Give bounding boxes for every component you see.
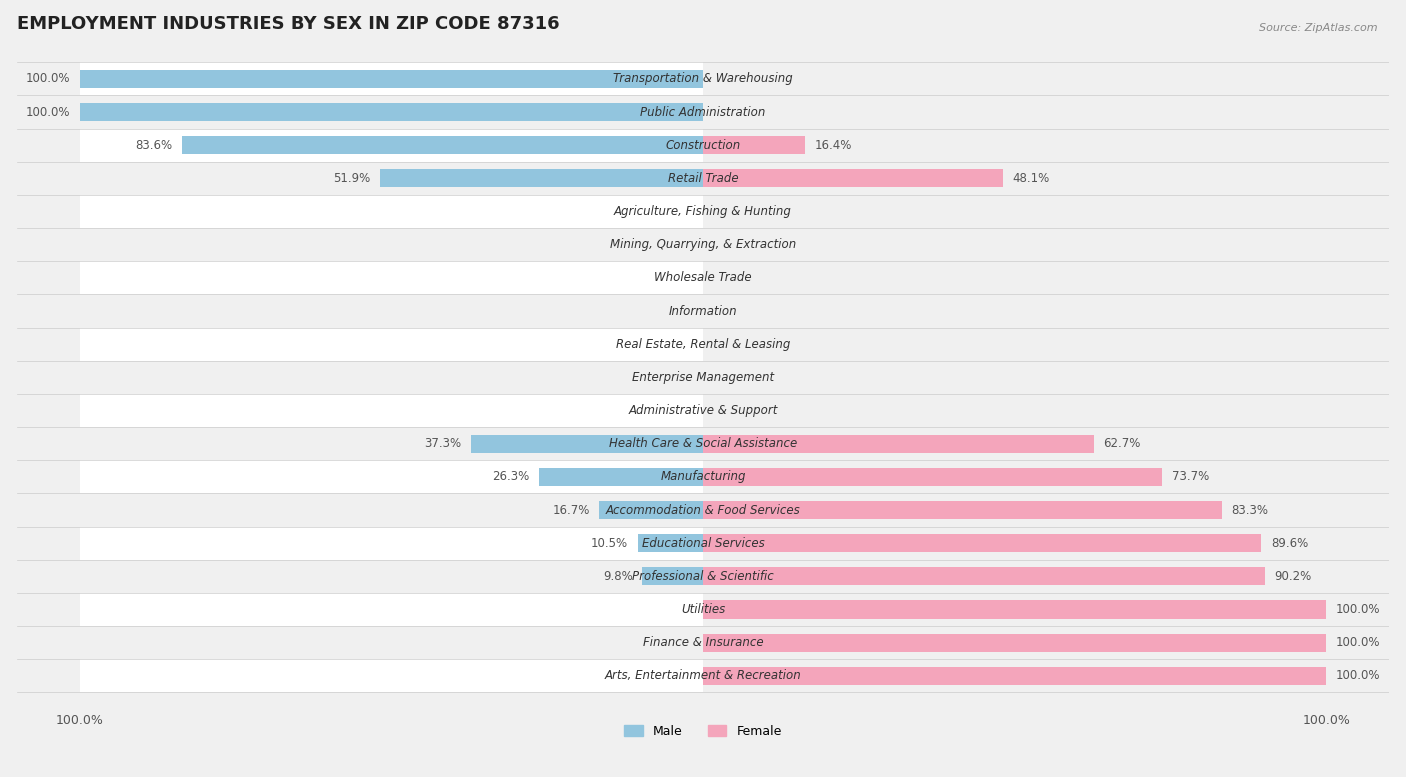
Bar	[703, 468, 1163, 486]
Bar	[80, 228, 703, 261]
Bar	[80, 96, 703, 128]
Bar	[703, 434, 1094, 453]
Text: 100.0%: 100.0%	[1336, 636, 1381, 650]
Text: 37.3%: 37.3%	[425, 437, 461, 450]
Bar	[637, 534, 703, 552]
Bar	[80, 128, 703, 162]
Text: Administrative & Support: Administrative & Support	[628, 404, 778, 417]
Text: Mining, Quarrying, & Extraction: Mining, Quarrying, & Extraction	[610, 239, 796, 251]
Text: 100.0%: 100.0%	[25, 72, 70, 85]
Bar	[80, 62, 703, 96]
Text: 26.3%: 26.3%	[492, 470, 530, 483]
Bar	[538, 468, 703, 486]
Bar	[80, 493, 703, 527]
Text: Agriculture, Fishing & Hunting: Agriculture, Fishing & Hunting	[614, 205, 792, 218]
Text: 48.1%: 48.1%	[1012, 172, 1049, 185]
Text: Information: Information	[669, 305, 737, 318]
Text: Professional & Scientific: Professional & Scientific	[633, 570, 773, 583]
Text: Educational Services: Educational Services	[641, 537, 765, 549]
Bar	[80, 261, 703, 294]
Text: 62.7%: 62.7%	[1104, 437, 1140, 450]
Bar	[703, 534, 1261, 552]
Bar	[380, 169, 703, 187]
Bar	[703, 633, 1326, 652]
Bar	[703, 136, 806, 155]
Bar	[80, 527, 703, 559]
Text: 16.7%: 16.7%	[553, 503, 589, 517]
Text: Public Administration: Public Administration	[640, 106, 766, 119]
Text: Manufacturing: Manufacturing	[661, 470, 745, 483]
Text: 51.9%: 51.9%	[333, 172, 370, 185]
Bar	[80, 70, 703, 88]
Bar	[703, 501, 1222, 519]
Text: 9.8%: 9.8%	[603, 570, 633, 583]
Text: 73.7%: 73.7%	[1171, 470, 1209, 483]
Bar	[80, 294, 703, 328]
Text: 83.6%: 83.6%	[135, 138, 173, 152]
Bar	[703, 169, 1002, 187]
Bar	[80, 626, 703, 660]
Bar	[80, 660, 703, 692]
Text: 100.0%: 100.0%	[25, 106, 70, 119]
Bar	[703, 567, 1265, 586]
Bar	[471, 434, 703, 453]
Text: 90.2%: 90.2%	[1275, 570, 1312, 583]
Bar	[80, 195, 703, 228]
Bar	[80, 593, 703, 626]
Bar	[80, 394, 703, 427]
Bar	[80, 460, 703, 493]
Legend: Male, Female: Male, Female	[619, 720, 787, 743]
Bar	[181, 136, 703, 155]
Text: Transportation & Warehousing: Transportation & Warehousing	[613, 72, 793, 85]
Bar	[703, 601, 1326, 618]
Bar	[80, 328, 703, 361]
Text: 16.4%: 16.4%	[814, 138, 852, 152]
Text: 89.6%: 89.6%	[1271, 537, 1308, 549]
Text: Arts, Entertainment & Recreation: Arts, Entertainment & Recreation	[605, 669, 801, 682]
Bar	[643, 567, 703, 586]
Text: Enterprise Management: Enterprise Management	[631, 371, 775, 384]
Text: 100.0%: 100.0%	[1336, 669, 1381, 682]
Bar	[599, 501, 703, 519]
Text: Accommodation & Food Services: Accommodation & Food Services	[606, 503, 800, 517]
Text: Utilities: Utilities	[681, 603, 725, 616]
Text: Construction: Construction	[665, 138, 741, 152]
Text: Health Care & Social Assistance: Health Care & Social Assistance	[609, 437, 797, 450]
Bar	[80, 162, 703, 195]
Text: Wholesale Trade: Wholesale Trade	[654, 271, 752, 284]
Bar	[80, 103, 703, 121]
Text: Source: ZipAtlas.com: Source: ZipAtlas.com	[1260, 23, 1378, 33]
Text: Retail Trade: Retail Trade	[668, 172, 738, 185]
Text: 10.5%: 10.5%	[591, 537, 628, 549]
Bar	[80, 559, 703, 593]
Text: 83.3%: 83.3%	[1232, 503, 1268, 517]
Bar	[80, 427, 703, 460]
Bar	[703, 667, 1326, 685]
Text: EMPLOYMENT INDUSTRIES BY SEX IN ZIP CODE 87316: EMPLOYMENT INDUSTRIES BY SEX IN ZIP CODE…	[17, 15, 560, 33]
Text: 100.0%: 100.0%	[1336, 603, 1381, 616]
Text: Real Estate, Rental & Leasing: Real Estate, Rental & Leasing	[616, 338, 790, 350]
Bar	[80, 361, 703, 394]
Text: Finance & Insurance: Finance & Insurance	[643, 636, 763, 650]
